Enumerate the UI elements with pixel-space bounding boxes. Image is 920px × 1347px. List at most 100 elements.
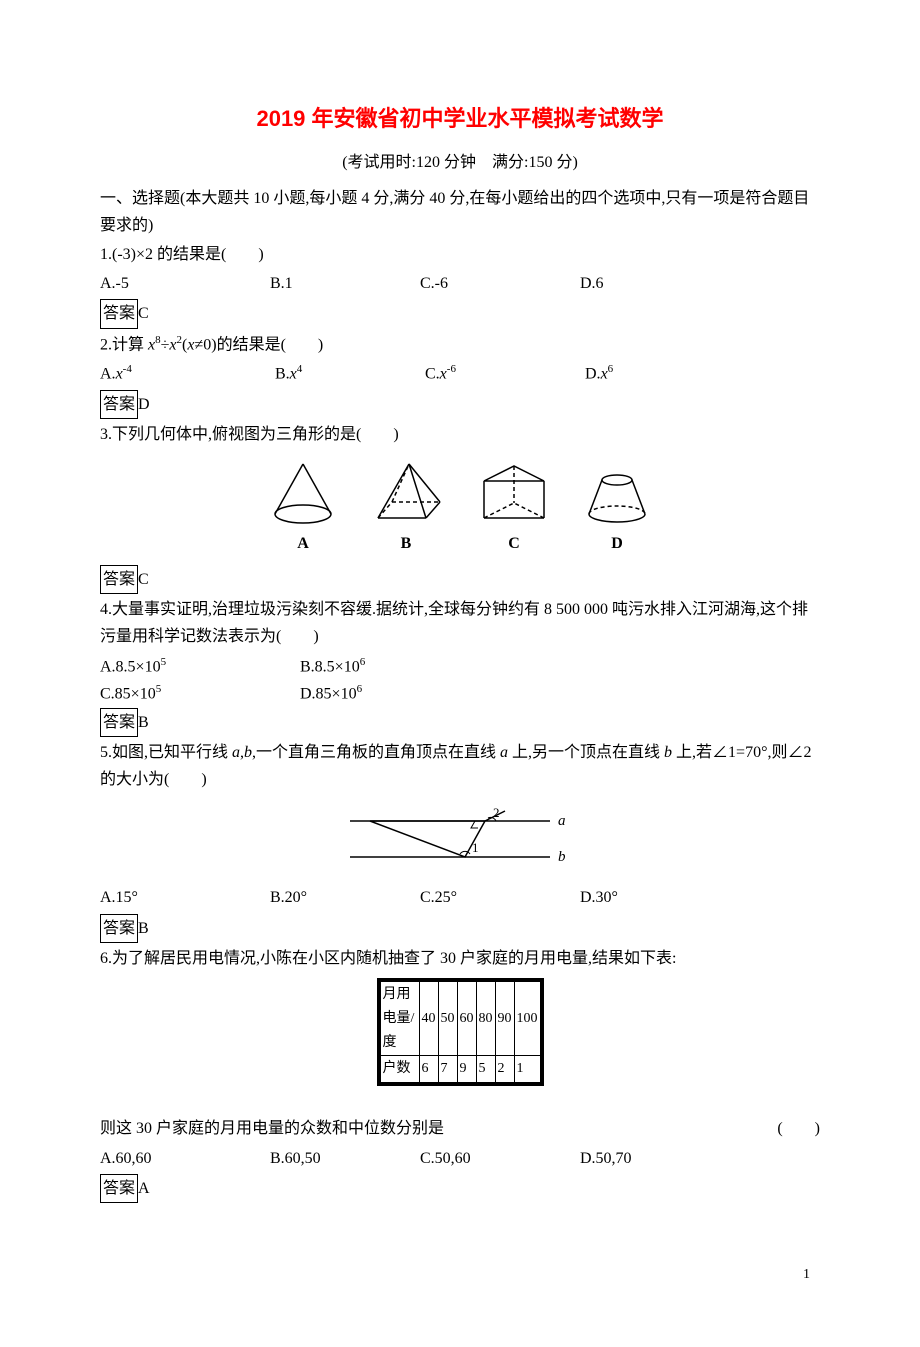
q4-option-c: C.85×105 bbox=[100, 680, 300, 708]
q4-answer-value: B bbox=[138, 714, 149, 731]
shape-frustum: D bbox=[582, 466, 652, 557]
q2-opt-c-var: x bbox=[440, 365, 447, 382]
q5-option-c: C.25° bbox=[420, 884, 580, 911]
q6-answer: 答案A bbox=[100, 1174, 150, 1203]
q2-option-b: B.x4 bbox=[275, 360, 425, 388]
angle1-label: 1 bbox=[472, 840, 479, 855]
cone-icon bbox=[268, 456, 338, 526]
q4-a-exp: 5 bbox=[161, 656, 167, 668]
q4-d-pre: D.85×10 bbox=[300, 686, 357, 703]
q2-suffix: (x≠0)的结果是( ) bbox=[182, 336, 323, 353]
row1-header: 月用电量/度 bbox=[380, 982, 419, 1056]
q4-options: A.8.5×105 B.8.5×106 C.85×105 D.85×106 bbox=[100, 653, 820, 708]
q4-a-pre: A.8.5×10 bbox=[100, 658, 161, 675]
q5-mid2: 上,另一个顶点在直线 bbox=[508, 744, 664, 761]
parallel-lines-icon: 2 1 a b bbox=[330, 799, 590, 869]
angle2-label: 2 bbox=[493, 805, 500, 820]
q4-option-b: B.8.5×106 bbox=[300, 653, 500, 681]
subtitle: (考试用时:120 分钟 满分:150 分) bbox=[100, 149, 820, 176]
q5-option-d: D.30° bbox=[580, 884, 740, 911]
q2-opt-b-var: x bbox=[290, 365, 297, 382]
q6-option-a: A.60,60 bbox=[100, 1145, 270, 1172]
q4-text: 4.大量事实证明,治理垃圾污染刻不容缓.据统计,全球每分钟约有 8 500 00… bbox=[100, 596, 820, 650]
q3-text: 3.下列几何体中,俯视图为三角形的是( ) bbox=[100, 421, 820, 448]
q1-answer: 答案C bbox=[100, 299, 149, 328]
q5-mid: ,一个直角三角板的直角顶点在直线 bbox=[252, 744, 500, 761]
q5-figure: 2 1 a b bbox=[100, 799, 820, 878]
q2-opt-d-pre: D. bbox=[585, 365, 601, 382]
cell-v3: 80 bbox=[476, 982, 495, 1056]
shape-a-label: A bbox=[268, 530, 338, 557]
q6-question-line: 则这 30 户家庭的月用电量的众数和中位数分别是 ( ) bbox=[100, 1115, 820, 1142]
q4-c-exp: 5 bbox=[156, 683, 162, 695]
q2-options: A.x-4 B.x4 C.x-6 D.x6 bbox=[100, 360, 820, 388]
q6-option-d: D.50,70 bbox=[580, 1145, 740, 1172]
q6-table: 月用电量/度 40 50 60 80 90 100 户数 6 7 9 5 2 1 bbox=[100, 978, 820, 1095]
prism-icon bbox=[474, 456, 554, 526]
q4-option-d: D.85×106 bbox=[300, 680, 500, 708]
q5-answer-value: B bbox=[138, 920, 149, 937]
q3-shapes: A B C bbox=[100, 456, 820, 557]
q1-option-a: A.-5 bbox=[100, 270, 270, 297]
q2-opt-a-exp: -4 bbox=[123, 363, 132, 375]
shape-b-label: B bbox=[366, 530, 446, 557]
q6-option-c: C.50,60 bbox=[420, 1145, 580, 1172]
q5-var-a: a bbox=[232, 744, 240, 761]
q2-opt-c-pre: C. bbox=[425, 365, 440, 382]
cell-v1: 50 bbox=[438, 982, 457, 1056]
shape-pyramid: B bbox=[366, 456, 446, 557]
q1-option-b: B.1 bbox=[270, 270, 420, 297]
cell-v2: 60 bbox=[457, 982, 476, 1056]
q1-text: 1.(-3)×2 的结果是( ) bbox=[100, 241, 820, 268]
shape-d-label: D bbox=[582, 530, 652, 557]
cell-c1: 7 bbox=[438, 1056, 457, 1083]
q2-option-c: C.x-6 bbox=[425, 360, 585, 388]
q4-option-a: A.8.5×105 bbox=[100, 653, 300, 681]
q4-answer: 答案B bbox=[100, 708, 149, 737]
cell-c3: 5 bbox=[476, 1056, 495, 1083]
q5-text: 5.如图,已知平行线 a,b,一个直角三角板的直角顶点在直线 a 上,另一个顶点… bbox=[100, 739, 820, 793]
q5-options: A.15° B.20° C.25° D.30° bbox=[100, 884, 820, 911]
q6-paren: ( ) bbox=[777, 1115, 820, 1142]
q6-answer-value: A bbox=[138, 1180, 150, 1197]
q4-b-exp: 6 bbox=[360, 656, 366, 668]
q2-var-b: x bbox=[169, 336, 176, 353]
answer-label: 答案 bbox=[100, 565, 138, 594]
q6-option-b: B.60,50 bbox=[270, 1145, 420, 1172]
q1-options: A.-5 B.1 C.-6 D.6 bbox=[100, 270, 820, 297]
pyramid-icon bbox=[366, 456, 446, 526]
q2-opt-d-exp: 6 bbox=[608, 363, 614, 375]
answer-label: 答案 bbox=[100, 1174, 138, 1203]
q1-option-d: D.6 bbox=[580, 270, 700, 297]
q6-qline-text: 则这 30 户家庭的月用电量的众数和中位数分别是 bbox=[100, 1115, 444, 1142]
q5-option-b: B.20° bbox=[270, 884, 420, 911]
q2-answer-value: D bbox=[138, 396, 150, 413]
cell-c0: 6 bbox=[419, 1056, 438, 1083]
q5-var-b2: b bbox=[664, 744, 672, 761]
cell-c2: 9 bbox=[457, 1056, 476, 1083]
q2-opt-b-pre: B. bbox=[275, 365, 290, 382]
table-row: 月用电量/度 40 50 60 80 90 100 bbox=[380, 982, 540, 1056]
answer-label: 答案 bbox=[100, 914, 138, 943]
q5-pre: 5.如图,已知平行线 bbox=[100, 744, 232, 761]
table-row: 户数 6 7 9 5 2 1 bbox=[380, 1056, 540, 1083]
q2-opt-a-var: x bbox=[116, 365, 123, 382]
q2-answer: 答案D bbox=[100, 390, 150, 419]
answer-label: 答案 bbox=[100, 299, 138, 328]
cell-c4: 2 bbox=[495, 1056, 514, 1083]
section-1-heading: 一、选择题(本大题共 10 小题,每小题 4 分,满分 40 分,在每小题给出的… bbox=[100, 185, 820, 239]
q2-prefix: 2.计算 bbox=[100, 336, 148, 353]
q6-text: 6.为了解居民用电情况,小陈在小区内随机抽查了 30 户家庭的月用电量,结果如下… bbox=[100, 945, 820, 972]
q2-opt-c-exp: -6 bbox=[447, 363, 456, 375]
q1-option-c: C.-6 bbox=[420, 270, 580, 297]
q5-var-a2: a bbox=[500, 744, 508, 761]
line-b-label: b bbox=[558, 849, 566, 865]
cell-v5: 100 bbox=[514, 982, 540, 1056]
q5-answer: 答案B bbox=[100, 914, 149, 943]
frustum-icon bbox=[582, 466, 652, 526]
q5-var-b: b bbox=[244, 744, 252, 761]
q3-answer-value: C bbox=[138, 571, 149, 588]
page-title: 2019 年安徽省初中学业水平模拟考试数学 bbox=[100, 100, 820, 137]
q2-opt-b-exp: 4 bbox=[297, 363, 303, 375]
q5-option-a: A.15° bbox=[100, 884, 270, 911]
